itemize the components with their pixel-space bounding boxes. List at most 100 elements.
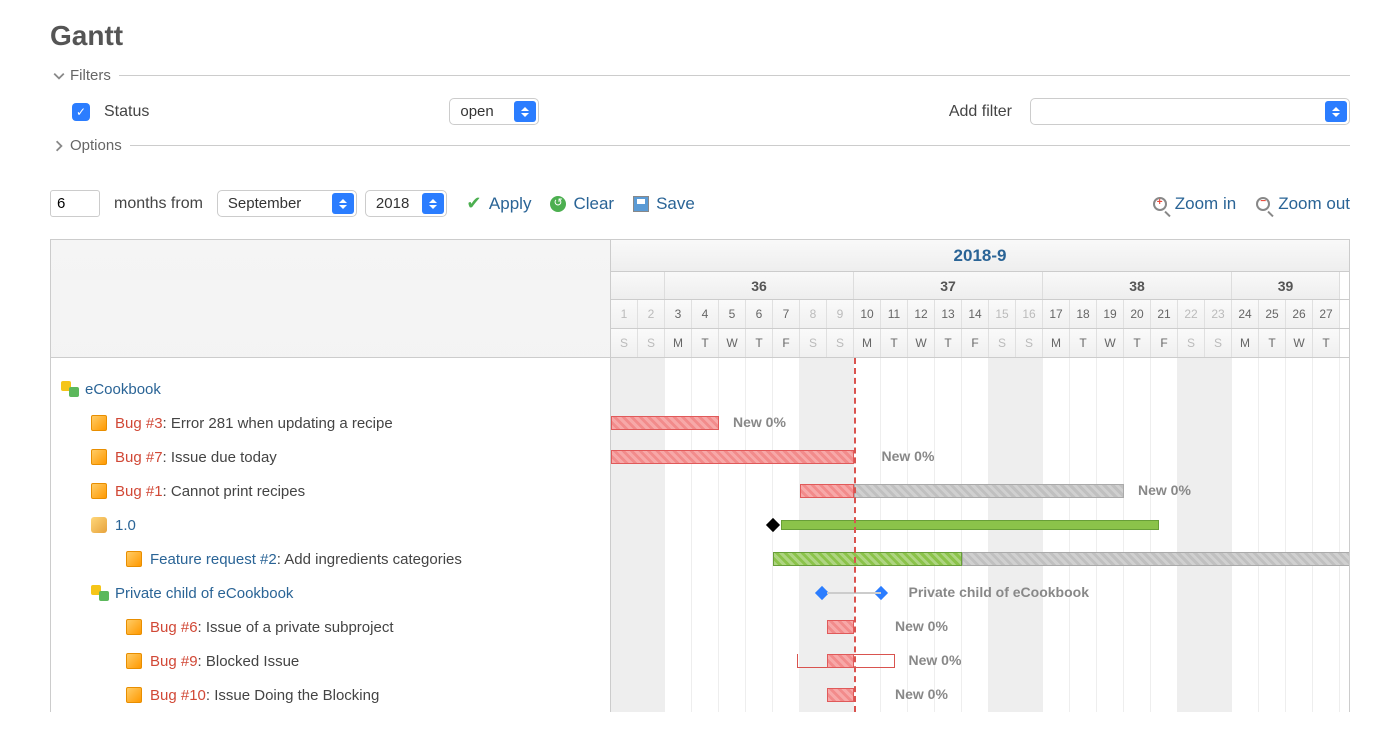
- dependency-arrow: [854, 654, 895, 668]
- issue-id-link[interactable]: Bug #3: [115, 415, 163, 432]
- month-value: September: [228, 195, 301, 212]
- zoom-in-button[interactable]: Zoom in: [1151, 194, 1236, 214]
- issue-title: : Error 281 when updating a recipe: [163, 415, 393, 432]
- options-expand-icon[interactable]: [50, 140, 68, 152]
- apply-button[interactable]: ✔ Apply: [465, 194, 532, 214]
- task-bar[interactable]: [827, 688, 854, 702]
- task-bar[interactable]: [854, 484, 1124, 498]
- clear-button[interactable]: Clear: [549, 194, 614, 214]
- filters-row: ✓ Status open Add filter: [50, 90, 1350, 137]
- save-label: Save: [656, 194, 695, 214]
- subject-row[interactable]: Bug #9: Blocked Issue: [51, 644, 610, 678]
- dow-cell: F: [773, 329, 800, 357]
- bar-row: New 0%: [611, 474, 1349, 508]
- subject-row[interactable]: Bug #7: Issue due today: [51, 440, 610, 474]
- subject-row[interactable]: Private child of eCookbook: [51, 576, 610, 610]
- add-filter-select[interactable]: [1030, 98, 1350, 125]
- dow-cell: S: [1178, 329, 1205, 357]
- dow-cell: M: [854, 329, 881, 357]
- gantt-subjects-body: eCookbook Bug #3: Error 281 when updating…: [51, 358, 610, 712]
- day-cell: 19: [1097, 300, 1124, 328]
- dow-cell: S: [1016, 329, 1043, 357]
- subject-row[interactable]: 1.0: [51, 508, 610, 542]
- bar-status-label: Private child of eCookbook: [909, 584, 1089, 600]
- version-icon: [91, 517, 107, 533]
- select-arrow-icon: [1325, 101, 1347, 122]
- day-cell: 15: [989, 300, 1016, 328]
- task-bar[interactable]: [611, 416, 719, 430]
- task-bar[interactable]: [773, 552, 962, 566]
- week-header: 36373839: [611, 272, 1349, 300]
- subject-row[interactable]: Bug #10: Issue Doing the Blocking: [51, 678, 610, 712]
- issue-id-link[interactable]: Bug #10: [150, 687, 206, 704]
- months-count-input[interactable]: [50, 190, 100, 217]
- task-bar[interactable]: [611, 450, 854, 464]
- day-cell: 25: [1259, 300, 1286, 328]
- year-select[interactable]: 2018: [365, 190, 447, 217]
- status-operator-select[interactable]: open: [449, 98, 539, 125]
- subject-row[interactable]: Bug #6: Issue of a private subproject: [51, 610, 610, 644]
- dow-cell: S: [827, 329, 854, 357]
- issue-id-link[interactable]: Bug #9: [150, 653, 198, 670]
- milestone-diamond[interactable]: [766, 518, 780, 532]
- dow-cell: W: [1286, 329, 1313, 357]
- gantt-timeline-body: New 0% New 0% New 0% Private child of eCook…: [611, 358, 1349, 712]
- task-bar[interactable]: [962, 552, 1349, 566]
- day-of-week-header: SSMTWTFSSMTWTFSSMTWTFSSMTWT: [611, 329, 1349, 358]
- subject-row[interactable]: eCookbook: [51, 372, 610, 406]
- issue-title: : Issue Doing the Blocking: [206, 687, 379, 704]
- project-link[interactable]: eCookbook: [85, 381, 161, 398]
- subject-row[interactable]: Bug #3: Error 281 when updating a recipe: [51, 406, 610, 440]
- issue-icon: [126, 687, 142, 703]
- reload-icon: [550, 196, 566, 212]
- task-bar[interactable]: [827, 654, 854, 668]
- select-arrow-icon: [422, 193, 444, 214]
- filters-collapse-icon[interactable]: [50, 70, 68, 82]
- zoom-out-button[interactable]: Zoom out: [1254, 194, 1350, 214]
- year-value: 2018: [376, 195, 409, 212]
- subject-row[interactable]: Feature request #2: Add ingredients cate…: [51, 542, 610, 576]
- issue-id-link[interactable]: Feature request #2: [150, 551, 277, 568]
- dow-cell: T: [1259, 329, 1286, 357]
- issue-id-link[interactable]: Bug #7: [115, 449, 163, 466]
- issue-icon: [126, 619, 142, 635]
- save-button[interactable]: Save: [632, 194, 695, 214]
- subject-row[interactable]: Bug #1: Cannot print recipes: [51, 474, 610, 508]
- issue-id-link[interactable]: Bug #1: [115, 483, 163, 500]
- version-link[interactable]: 1.0: [115, 517, 136, 534]
- day-cell: 22: [1178, 300, 1205, 328]
- issue-title: : Cannot print recipes: [163, 483, 306, 500]
- month-select[interactable]: September: [217, 190, 357, 217]
- issue-title: : Issue of a private subproject: [198, 619, 394, 636]
- task-bar[interactable]: [781, 520, 1159, 530]
- options-label: Options: [70, 137, 122, 154]
- task-bar[interactable]: [827, 620, 854, 634]
- bar-row: [611, 542, 1349, 576]
- check-icon: ✔: [465, 195, 483, 213]
- bar-status-label: New 0%: [895, 618, 948, 634]
- zoom-out-label: Zoom out: [1278, 194, 1350, 214]
- day-cell: 8: [800, 300, 827, 328]
- gantt-chart: eCookbook Bug #3: Error 281 when updating…: [50, 239, 1350, 712]
- gantt-subjects-column: eCookbook Bug #3: Error 281 when updating…: [51, 240, 611, 712]
- day-cell: 26: [1286, 300, 1313, 328]
- day-cell: 23: [1205, 300, 1232, 328]
- dependency-arrow: [797, 654, 827, 668]
- dow-cell: S: [1205, 329, 1232, 357]
- day-cell: 27: [1313, 300, 1340, 328]
- issue-id-link[interactable]: Bug #6: [150, 619, 198, 636]
- week-cell: 37: [854, 272, 1043, 299]
- dow-cell: S: [611, 329, 638, 357]
- month-header[interactable]: 2018-9: [611, 240, 1349, 272]
- day-cell: 17: [1043, 300, 1070, 328]
- project-link[interactable]: Private child of eCookbook: [115, 585, 293, 602]
- status-checkbox[interactable]: ✓: [72, 103, 90, 121]
- task-bar[interactable]: [800, 484, 854, 498]
- bar-status-label: New 0%: [882, 448, 935, 464]
- day-cell: 1: [611, 300, 638, 328]
- select-arrow-icon: [332, 193, 354, 214]
- day-cell: 9: [827, 300, 854, 328]
- dow-cell: T: [1070, 329, 1097, 357]
- project-icon: [61, 381, 79, 397]
- dow-cell: T: [1313, 329, 1340, 357]
